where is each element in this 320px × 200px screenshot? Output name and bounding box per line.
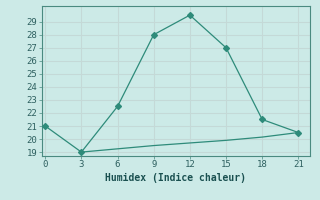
- X-axis label: Humidex (Indice chaleur): Humidex (Indice chaleur): [106, 173, 246, 183]
